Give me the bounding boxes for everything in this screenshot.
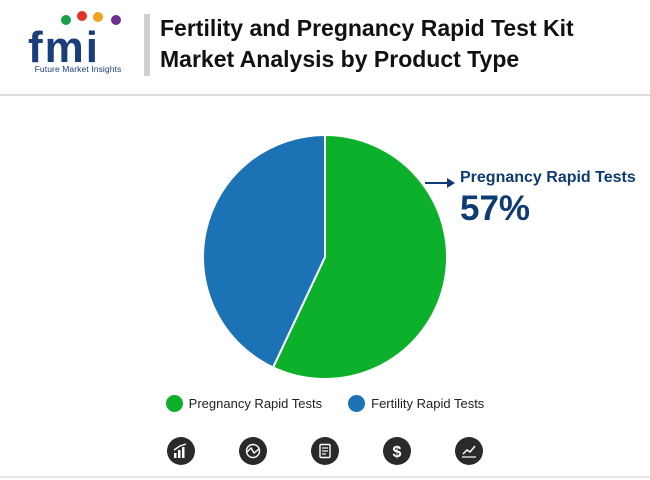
legend-item-fertility: Fertility Rapid Tests <box>348 395 484 412</box>
fmi-logo: fmi <box>28 11 121 72</box>
logo-wordmark: fmi <box>28 23 100 72</box>
document-report-icon <box>311 437 339 465</box>
page-title: Fertility and Pregnancy Rapid Test Kit M… <box>160 15 574 72</box>
legend-swatch <box>165 395 183 412</box>
footer-icons: $ <box>0 437 650 465</box>
legend-label: Pregnancy Rapid Tests <box>188 396 323 411</box>
svg-text:$: $ <box>393 444 402 460</box>
logo-tagline: Future Market Insights <box>34 64 122 74</box>
pie-slice-fertility-rapid-tests <box>202 133 326 369</box>
pie-chart <box>202 133 455 380</box>
callout-label: Pregnancy Rapid Tests <box>460 169 636 186</box>
globe-chart-icon <box>239 437 267 465</box>
header: fmi Future Market Insights Fertility and… <box>0 0 650 94</box>
pie-callout: Pregnancy Rapid Tests 57% <box>460 168 640 229</box>
bar-chart-growth-icon <box>167 437 195 465</box>
callout-arrow <box>425 178 455 188</box>
legend-swatch <box>348 395 366 412</box>
header-rule <box>0 94 650 96</box>
callout-value: 57% <box>460 189 531 228</box>
line-chart-icon <box>455 437 483 465</box>
legend: Pregnancy Rapid Tests Fertility Rapid Te… <box>0 395 650 412</box>
header-divider <box>144 14 150 76</box>
dollar-icon: $ <box>383 437 411 465</box>
footer-rule <box>0 476 650 478</box>
legend-label: Fertility Rapid Tests <box>371 396 485 411</box>
pie-slices <box>202 133 448 380</box>
legend-item-pregnancy: Pregnancy Rapid Tests <box>165 395 323 412</box>
pie-slice-pregnancy-rapid-tests <box>271 133 448 380</box>
